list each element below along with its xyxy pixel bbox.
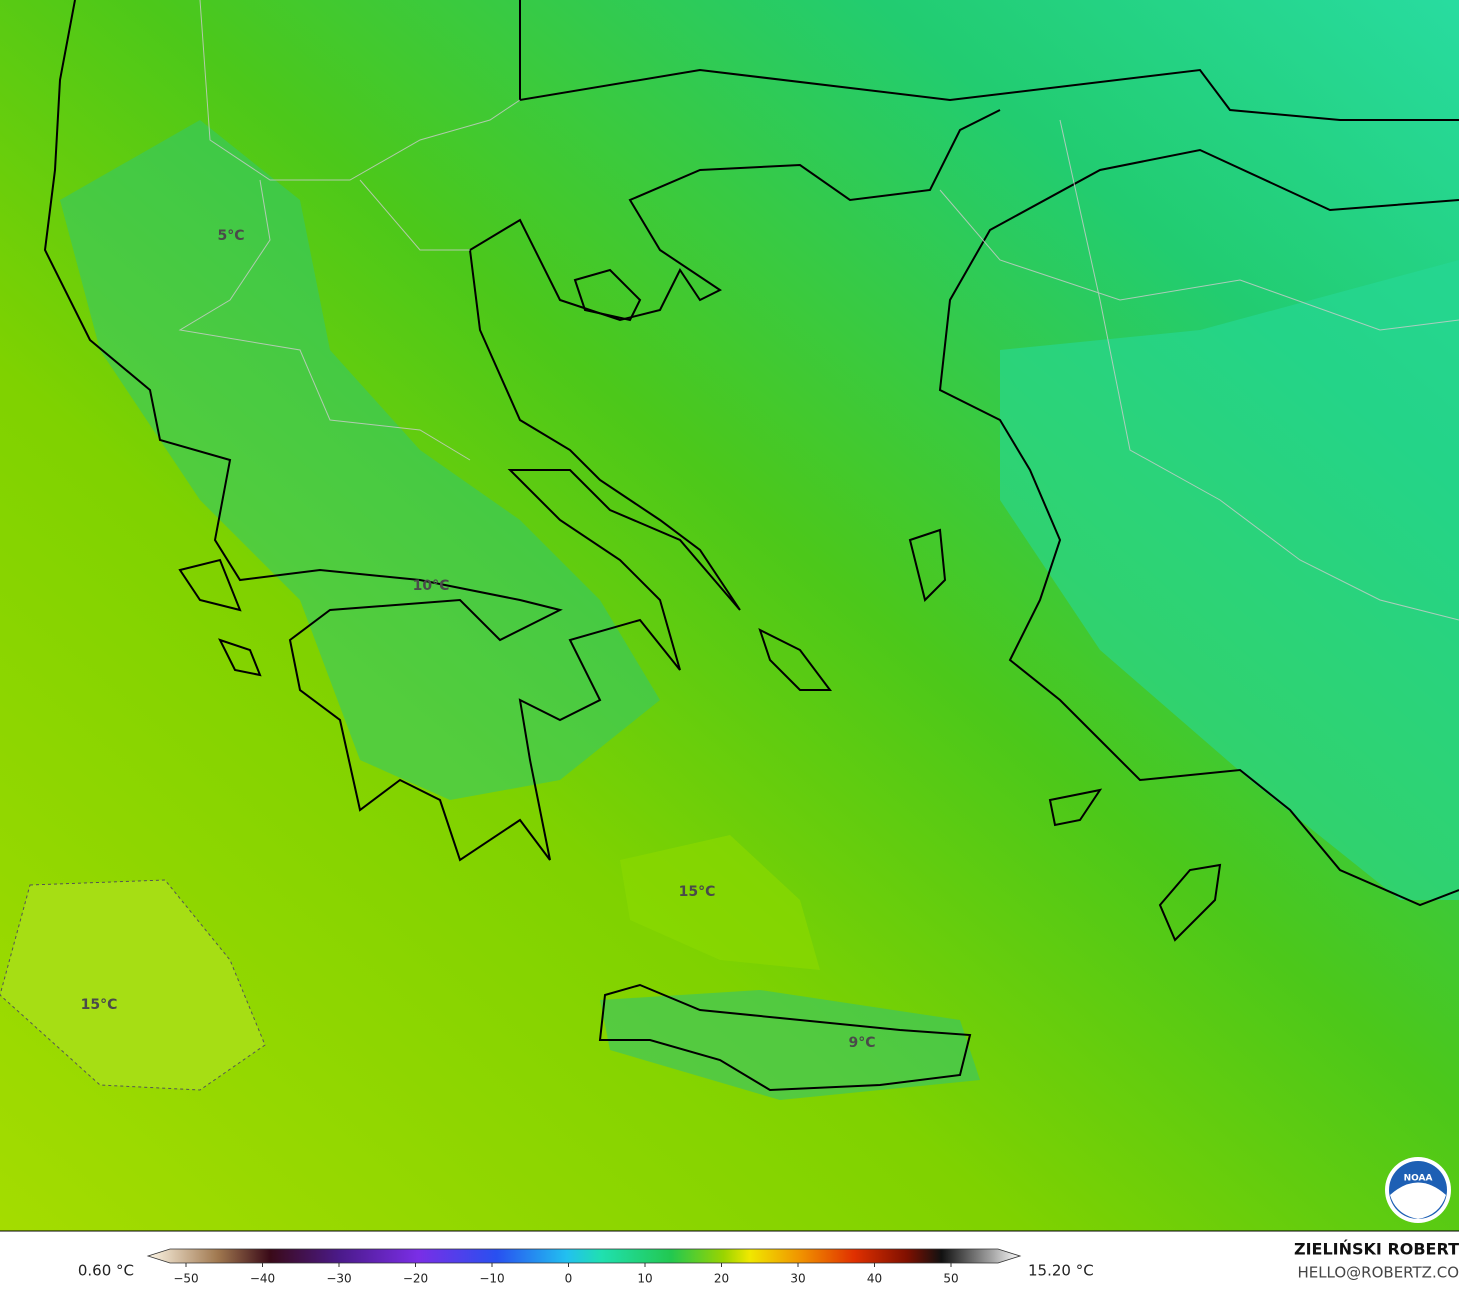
colorbar-tick-label: 30 — [790, 1272, 805, 1286]
logo-text: NOAA — [1404, 1174, 1433, 1184]
borders — [178, 0, 1459, 621]
island — [1158, 863, 1222, 942]
island — [908, 528, 947, 602]
island — [178, 558, 242, 612]
border — [939, 189, 1459, 331]
colorbar-tick-label: 0 — [565, 1272, 573, 1286]
cool-zone — [600, 990, 980, 1100]
colorbar-tick-label: 20 — [714, 1272, 729, 1286]
colorbar-ticks: −50 −40 −30 −20 −10 0 10 20 30 40 50 — [173, 1263, 959, 1286]
credit-email: HELLO@ROBERTZ.CO — [1297, 1264, 1459, 1282]
island — [218, 638, 262, 677]
coastline — [938, 148, 1459, 907]
colorbar-tick-label: 40 — [867, 1272, 882, 1286]
island — [758, 628, 832, 691]
island — [573, 268, 642, 322]
colorbar-tick-label: −30 — [326, 1272, 351, 1286]
coastlines — [43, 0, 1459, 1092]
colorbar-tick-label: −10 — [479, 1272, 504, 1286]
credit-name: ZIELIŃSKI ROBERT — [1294, 1240, 1459, 1259]
border — [199, 0, 521, 181]
map-label: 5°C — [217, 228, 244, 244]
border — [1059, 119, 1459, 621]
colorbar-tick-label: −50 — [173, 1272, 198, 1286]
coastline — [43, 0, 1001, 862]
map-label: 15°C — [679, 884, 716, 900]
colorbar-min: 0.60 °C — [78, 1262, 134, 1280]
border — [178, 179, 471, 461]
colorbar-tick-label: −20 — [403, 1272, 428, 1286]
warm-zone — [620, 835, 820, 970]
colorbar-tick-label: 10 — [637, 1272, 652, 1286]
colorbar-tick-label: 50 — [943, 1272, 958, 1286]
map-label: 15°C — [81, 997, 118, 1013]
cool-zone — [1000, 260, 1459, 900]
warm-zone — [0, 879, 266, 1091]
colorbar-ramp — [146, 1248, 1022, 1264]
map-label: 9°C — [848, 1035, 875, 1051]
colorbar: 0.60 °C 15.20 °C −50 −40 −30 −20 −10 0 10 20 30 4… — [78, 1248, 1094, 1286]
crete — [598, 983, 972, 1092]
island — [1048, 788, 1103, 827]
logo-wave — [1390, 1182, 1446, 1219]
map-label: 10°C — [413, 578, 450, 594]
coastline — [519, 0, 1459, 121]
cool-zone — [60, 120, 660, 800]
logo: NOAA — [1385, 1157, 1451, 1223]
colorbar-tick-label: −40 — [250, 1272, 275, 1286]
colorbar-max: 15.20 °C — [1028, 1262, 1094, 1280]
border — [359, 179, 470, 251]
map: 5°C 10°C 15°C 15°C 9°C NOAA — [0, 0, 1459, 1231]
